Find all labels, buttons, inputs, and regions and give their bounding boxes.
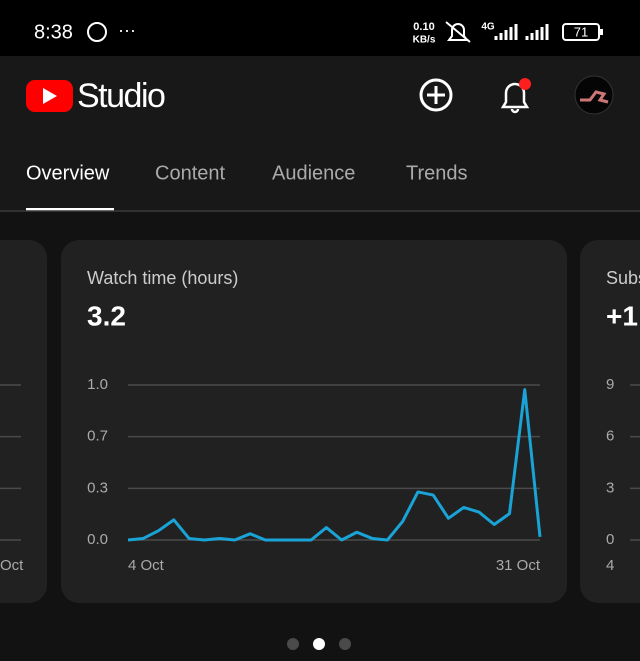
tab[interactable]: Overview [26,162,110,184]
y-tick-label: 9 [606,376,614,393]
y-tick-label: 0.3 [87,479,108,496]
plus-icon [427,86,445,104]
tab[interactable]: Trends [406,162,468,184]
watch-time-card[interactable] [61,240,567,603]
play-icon [43,88,57,104]
tab[interactable]: Content [155,162,225,184]
battery-level: 71 [574,24,588,39]
left-x-label: Oct [0,557,24,574]
app-header [0,56,640,211]
network-speed: 0.10 [413,21,434,33]
signal-icon [494,24,549,40]
x-tick-label: 4 Oct [128,557,165,574]
notifications-button[interactable] [500,82,530,114]
create-button[interactable] [419,78,453,112]
y-tick-label: 3 [606,479,614,496]
data-line [127,388,542,542]
y-tick-label: 0.0 [87,531,108,548]
mute-icon [445,21,471,43]
page-dot[interactable] [339,638,351,650]
y-tick-label: 0.7 [87,428,108,445]
app-title: Studio [77,77,165,115]
more-icon: ··· [118,20,136,40]
x-tick-label: 31 Oct [496,557,541,574]
y-tick-label: 1.0 [87,376,108,393]
status-bar [0,0,640,56]
network-unit: KB/s [413,35,436,46]
chart-title: Watch time (hours) [87,268,238,288]
right-card[interactable] [580,240,640,603]
battery-tip [600,29,603,35]
notification-dot [519,78,531,90]
page-dot-active[interactable] [313,638,325,650]
avatar-image [580,90,609,104]
right-x-label: 4 [606,557,614,574]
right-card-title: Subs [606,268,640,288]
y-tick-label: 0 [606,531,614,548]
page-dot[interactable] [287,638,299,650]
active-tab-indicator [26,208,114,211]
battery-icon [562,23,600,41]
whatsapp-icon [87,22,107,42]
chart-total: 3.2 [87,300,126,331]
status-time: 8:38 [34,21,73,43]
tab[interactable]: Audience [272,162,355,184]
left-card[interactable] [0,240,47,603]
y-tick-label: 6 [606,428,614,445]
right-card-total: +1 [606,300,638,331]
network-type: 4G [481,22,495,33]
